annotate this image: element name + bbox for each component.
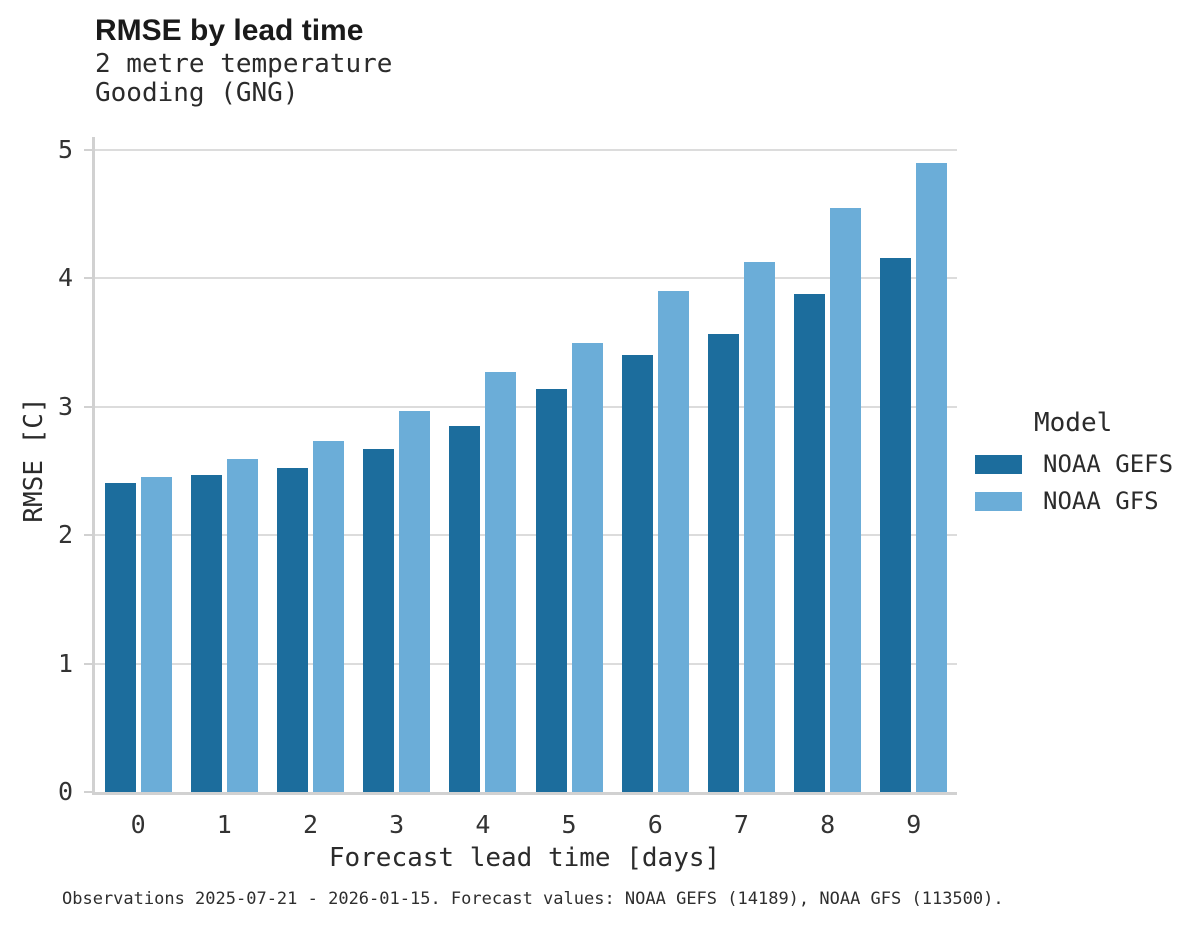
bar-group-7	[698, 261, 784, 792]
bar-noaa-gfs-6	[657, 291, 689, 792]
bar-noaa-gfs-8	[830, 207, 862, 792]
x-tick-label-4: 4	[475, 810, 491, 839]
gridline-y-4	[95, 277, 957, 280]
legend-swatch-icon	[975, 491, 1022, 511]
x-tick-label-0: 0	[130, 810, 146, 839]
x-tick-label-9: 9	[906, 810, 922, 839]
bars-layer	[95, 137, 957, 792]
bar-noaa-gfs-2	[312, 441, 344, 792]
gridline-y-3	[95, 405, 957, 408]
y-tick-mark-4	[84, 277, 92, 280]
bar-noaa-gefs-6	[621, 355, 653, 792]
bar-group-3	[354, 410, 440, 792]
y-tick-label-5: 5	[57, 135, 73, 164]
bar-group-4	[440, 372, 526, 792]
bar-group-2	[267, 441, 353, 792]
y-tick-mark-2	[84, 534, 92, 537]
bar-noaa-gefs-8	[794, 293, 826, 792]
bar-group-1	[181, 459, 267, 792]
bar-noaa-gefs-0	[104, 482, 136, 792]
legend-label: NOAA GFS	[1043, 487, 1159, 515]
bar-group-6	[612, 291, 698, 792]
gridline-y-5	[95, 149, 957, 151]
x-tick-label-1: 1	[216, 810, 232, 839]
y-tick-label-4: 4	[57, 263, 73, 293]
bar-noaa-gefs-4	[449, 426, 481, 792]
y-tick-mark-5	[84, 149, 92, 151]
plot-area: 0 1 2 3 4 5 0 1 2 3 4 5 6 7 8 9	[58, 137, 957, 839]
chart-subtitle: 2 metre temperature Gooding (GNG)	[95, 50, 392, 108]
bar-noaa-gefs-2	[276, 468, 308, 792]
x-tick-label-7: 7	[733, 810, 749, 839]
y-tick-label-1: 1	[57, 648, 73, 678]
bar-noaa-gfs-4	[485, 372, 517, 792]
legend: Model NOAA GEFS NOAA GFS	[975, 408, 1173, 524]
gridline-y-2	[95, 534, 957, 537]
x-tick-label-2: 2	[302, 810, 318, 839]
legend-label: NOAA GEFS	[1043, 450, 1174, 478]
gridline-y-1	[95, 662, 957, 665]
bar-group-9	[871, 162, 957, 792]
bar-noaa-gefs-5	[535, 388, 567, 792]
bar-noaa-gefs-9	[880, 257, 912, 792]
bar-group-8	[785, 207, 871, 792]
bar-group-5	[526, 342, 612, 792]
y-tick-label-0: 0	[57, 777, 73, 806]
bar-noaa-gfs-1	[226, 459, 258, 792]
bar-noaa-gfs-5	[571, 342, 603, 792]
y-tick-mark-0	[84, 791, 92, 793]
caption: Observations 2025-07-21 - 2026-01-15. Fo…	[62, 889, 1004, 909]
bar-noaa-gefs-7	[707, 333, 739, 792]
legend-entry-noaa-gefs: NOAA GEFS	[975, 450, 1173, 478]
legend-title: Model	[1034, 408, 1113, 438]
x-tick-label-5: 5	[561, 810, 577, 839]
x-axis-title: Forecast lead time [days]	[328, 843, 721, 873]
x-tick-label-8: 8	[820, 810, 836, 839]
y-tick-mark-3	[84, 405, 92, 408]
y-tick-label-3: 3	[57, 391, 73, 421]
legend-entry-noaa-gfs: NOAA GFS	[975, 487, 1173, 515]
bar-noaa-gfs-9	[916, 162, 948, 792]
x-axis-tick-labels: 0 1 2 3 4 5 6 7 8 9	[95, 810, 957, 839]
y-tick-mark-1	[84, 662, 92, 665]
bar-noaa-gfs-3	[399, 410, 431, 792]
legend-entries: NOAA GEFS NOAA GFS	[975, 450, 1173, 515]
chart-subtitle-line2: Gooding (GNG)	[95, 78, 299, 108]
chart-title: RMSE by lead time	[95, 14, 364, 47]
x-tick-label-6: 6	[647, 810, 663, 839]
bar-noaa-gefs-3	[363, 449, 395, 792]
bar-noaa-gfs-0	[140, 477, 172, 792]
bar-noaa-gefs-1	[190, 474, 222, 792]
x-tick-label-3: 3	[389, 810, 405, 839]
bar-group-0	[95, 477, 181, 792]
bar-noaa-gfs-7	[743, 261, 775, 792]
y-tick-label-2: 2	[57, 520, 73, 550]
legend-swatch-icon	[975, 454, 1022, 474]
chart-subtitle-line1: 2 metre temperature	[95, 49, 393, 79]
